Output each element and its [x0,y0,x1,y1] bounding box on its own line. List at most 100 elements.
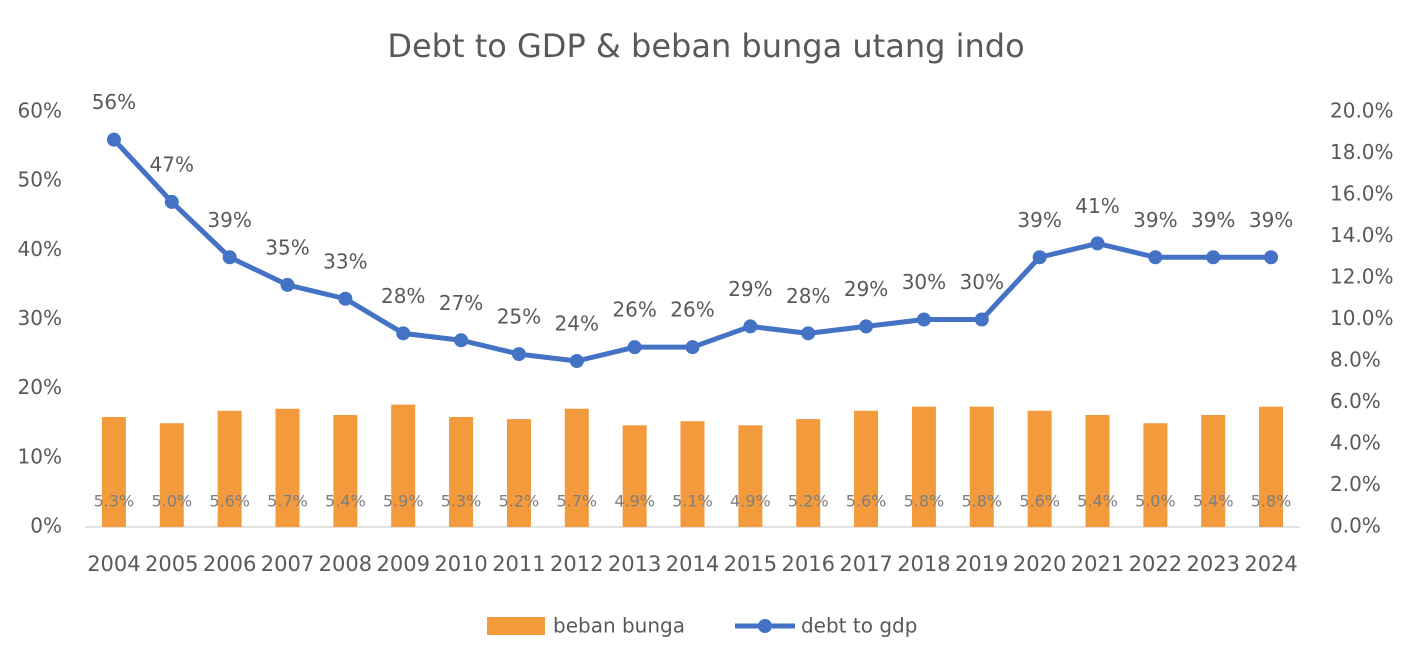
data-label: 5.2% [788,492,829,511]
bar [1201,414,1226,527]
legend-swatch [487,617,545,635]
data-label: 5.6% [846,492,887,511]
x-tick-label: 2019 [955,552,1008,576]
y-tick-label: 60% [18,99,62,123]
y2-tick-label: 8.0% [1330,348,1381,372]
legend-swatch-marker [757,619,772,633]
data-label: 24% [555,312,599,336]
data-label: 5.7% [556,492,597,511]
y2-tick-label: 16.0% [1330,182,1394,206]
x-tick-label: 2011 [492,552,545,576]
line-marker [106,132,121,147]
data-label: 5.9% [383,492,424,511]
data-label: 41% [1075,194,1119,218]
x-tick-label: 2023 [1186,552,1239,576]
line-marker [511,347,526,362]
x-tick-label: 2010 [434,552,487,576]
data-label: 5.1% [672,492,713,511]
data-label: 27% [439,291,483,315]
data-label: 30% [902,270,946,294]
data-label: 5.6% [209,492,250,511]
data-label: 26% [612,298,656,322]
line-marker [164,194,179,209]
data-label: 5.3% [94,492,135,511]
chart-title: Debt to GDP & beban bunga utang indo [387,27,1024,65]
y2-tick-label: 6.0% [1330,389,1381,413]
line-marker [1264,250,1279,265]
y2-tick-label: 14.0% [1330,223,1394,247]
line-marker [801,326,816,341]
y-tick-label: 20% [18,375,62,399]
line-marker [454,333,469,348]
bar [1085,414,1110,527]
bar [391,404,416,527]
data-label: 5.8% [904,492,945,511]
bar [449,417,474,527]
x-tick-label: 2012 [550,552,603,576]
x-tick-label: 2009 [376,552,429,576]
legend-label: beban bunga [553,614,685,638]
line-marker [222,250,237,265]
bar [275,408,300,527]
bar [1143,423,1168,527]
data-label: 56% [92,90,136,114]
y-tick-label: 0% [30,514,62,538]
bar [101,417,126,527]
bar [969,406,994,527]
x-tick-label: 2013 [608,552,661,576]
line-marker [1032,250,1047,265]
x-tick-label: 2014 [666,552,719,576]
bar [506,419,531,527]
data-label: 30% [960,270,1004,294]
data-label: 33% [323,249,367,273]
x-tick-label: 2022 [1129,552,1182,576]
data-label: 28% [381,284,425,308]
y2-tick-label: 12.0% [1330,265,1394,289]
y2-tick-label: 20.0% [1330,99,1394,123]
bar [217,410,242,527]
y2-tick-label: 10.0% [1330,306,1394,330]
y-tick-label: 30% [18,306,62,330]
data-label: 5.7% [267,492,308,511]
data-label: 5.2% [499,492,540,511]
line-marker [627,340,642,355]
bar [159,423,184,527]
line-marker [1090,236,1105,251]
data-label: 39% [1191,208,1235,232]
data-label: 4.9% [614,492,655,511]
data-label: 39% [1249,208,1293,232]
x-tick-label: 2021 [1071,552,1124,576]
x-tick-label: 2024 [1244,552,1297,576]
data-label: 39% [1017,208,1061,232]
data-label: 39% [207,208,251,232]
x-tick-label: 2008 [319,552,372,576]
bar [911,406,936,527]
line-marker [859,319,874,334]
y-tick-label: 50% [18,168,62,192]
bar [333,414,358,527]
y2-tick-label: 2.0% [1330,472,1381,496]
data-label: 5.3% [441,492,482,511]
line-marker [396,326,411,341]
bar [1027,410,1052,527]
bar [854,410,879,527]
data-label: 29% [728,277,772,301]
line-marker [685,340,700,355]
data-label: 4.9% [730,492,771,511]
x-tick-label: 2015 [724,552,777,576]
data-label: 5.4% [325,492,366,511]
line-marker [1148,250,1163,265]
data-label: 29% [844,277,888,301]
line-marker [280,277,295,292]
data-label: 26% [670,298,714,322]
data-label: 25% [497,305,541,329]
data-label: 5.8% [961,492,1002,511]
data-label: 5.0% [1135,492,1176,511]
data-label: 5.0% [151,492,192,511]
x-tick-label: 2007 [261,552,314,576]
bar [564,408,589,527]
x-tick-label: 2006 [203,552,256,576]
data-label: 28% [786,284,830,308]
bar [1259,406,1284,527]
